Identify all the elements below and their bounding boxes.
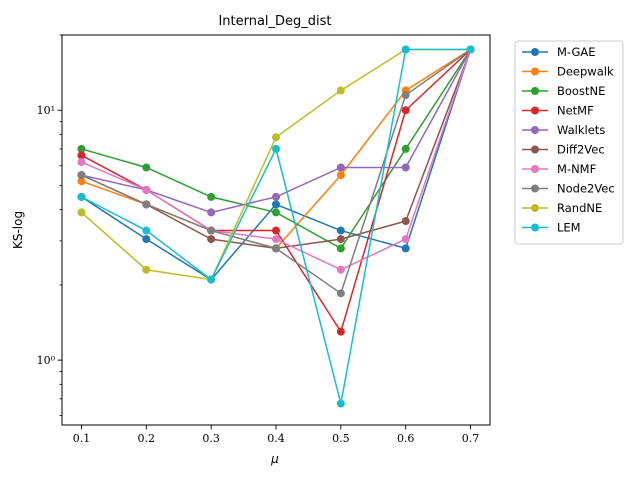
legend-swatch-marker [531,184,539,193]
series-walklets [77,45,475,217]
legend-swatch-marker [531,48,539,56]
data-point [401,106,410,115]
legend-item: Node2Vec [522,182,615,196]
data-point [77,171,86,180]
y-tick-label: 10⁰ [37,354,56,367]
legend-item: RandNE [522,201,602,215]
series-lem [77,45,475,408]
legend-item: M-NMF [522,162,596,176]
data-point [272,226,280,235]
data-point [77,144,86,153]
x-axis-label: μ [270,452,279,466]
series-node2vec [77,45,475,298]
x-axis: 0.1 0.2 0.3 0.4 0.5 0.6 0.7 [73,425,480,445]
data-point [272,235,280,244]
data-point [207,235,216,244]
legend-label: Walklets [557,123,605,137]
data-point [207,208,216,217]
legend-label: BoostNE [557,84,605,98]
data-point [142,265,151,274]
legend-item: Diff2Vec [522,143,605,157]
data-point [272,144,280,153]
data-point [142,185,151,194]
x-tick-label: 0.3 [202,432,220,445]
legend-label: M-NMF [557,162,596,176]
legend-item: BoostNE [522,84,605,98]
x-tick-label: 0.2 [138,432,156,445]
data-point [77,208,86,217]
data-point [336,289,345,298]
chart-title: Internal_Deg_dist [218,14,331,29]
series-m-nmf [77,45,475,274]
x-tick-label: 0.7 [462,432,480,445]
x-tick-label: 0.5 [332,432,350,445]
legend-item: M-GAE [522,45,596,59]
legend-label: Diff2Vec [557,143,605,157]
y-axis: 10⁰ 10¹ [37,34,62,416]
data-point [401,244,410,253]
series-line [81,48,472,334]
data-point [401,45,410,54]
legend-swatch-marker [531,223,539,232]
x-tick-label: 0.6 [397,432,415,445]
data-point [401,217,410,226]
y-tick-label: 10¹ [37,104,55,117]
legend-swatch-marker [531,87,539,95]
x-tick-label: 0.1 [73,432,91,445]
series-layer [77,45,475,408]
legend-label: NetMF [557,104,594,118]
data-point [142,200,151,209]
legend-swatch-marker [531,145,539,154]
data-point [401,235,410,244]
data-point [272,200,280,209]
data-point [272,208,280,217]
legend-swatch-marker [531,106,539,115]
data-point [336,226,345,235]
data-point [77,151,86,160]
data-point [77,177,86,186]
data-point [336,171,345,180]
legend-item: LEM [522,221,581,235]
data-point [336,235,345,244]
data-point [336,399,345,408]
series-line [81,49,472,214]
data-point [336,244,345,253]
legend-label: LEM [557,221,581,235]
data-point [336,86,345,95]
legend-label: M-GAE [557,45,596,59]
legend-label: RandNE [557,201,602,215]
legend-item: NetMF [522,104,594,118]
data-point [401,144,410,153]
data-point [142,163,151,172]
data-point [142,235,151,244]
data-point [77,192,86,201]
data-point [142,226,151,235]
data-point [207,226,216,235]
legend-swatch-marker [531,204,539,212]
data-point [272,133,280,142]
y-axis-label: KS-log [11,211,25,249]
legend-swatch-marker [531,67,539,76]
legend-item: Walklets [522,123,605,137]
legend-swatch-marker [531,126,539,134]
legend-label: Deepwalk [557,65,614,79]
legend-swatch-marker [531,165,539,173]
legend-item: Deepwalk [522,65,614,79]
data-point [336,163,345,172]
data-point [272,244,280,253]
data-point [207,192,216,201]
data-point [336,265,345,274]
data-point [207,275,216,284]
data-point [77,158,86,167]
data-point [272,192,280,201]
data-point [401,163,410,172]
legend: M-GAE Deepwalk BoostNE NetMF Walklets Diff2Ve… [514,40,624,245]
data-point [336,327,345,336]
x-tick-label: 0.4 [267,432,285,445]
data-point [401,91,410,100]
data-point [466,45,475,54]
legend-label: Node2Vec [557,182,615,196]
